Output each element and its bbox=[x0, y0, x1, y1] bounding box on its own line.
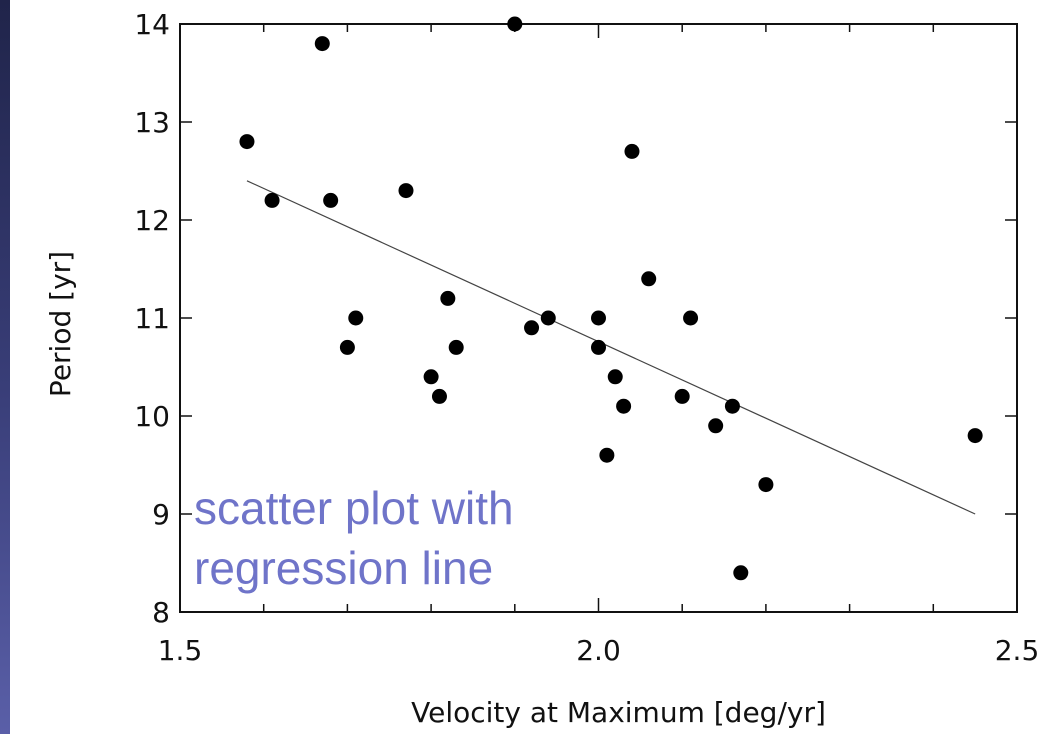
slide-left-stripe bbox=[0, 0, 10, 734]
data-point bbox=[624, 143, 640, 159]
data-point bbox=[616, 398, 632, 414]
data-point bbox=[264, 192, 280, 208]
data-point bbox=[591, 339, 606, 355]
x-tick-label: 2.5 bbox=[995, 634, 1040, 667]
data-point bbox=[323, 192, 339, 208]
data-point bbox=[733, 565, 749, 581]
y-tick-label: 11 bbox=[134, 302, 170, 335]
y-tick-label: 14 bbox=[134, 8, 170, 41]
data-point bbox=[339, 339, 355, 355]
data-point bbox=[239, 134, 255, 150]
data-point bbox=[591, 310, 606, 326]
data-point bbox=[724, 398, 740, 414]
x-tick-labels: 1.5 2.0 2.5 bbox=[158, 634, 1040, 667]
x-tick-label: 2.0 bbox=[576, 634, 621, 667]
y-tick-label: 9 bbox=[152, 498, 170, 531]
data-points bbox=[239, 16, 983, 581]
data-point bbox=[507, 16, 523, 32]
data-point bbox=[314, 36, 330, 52]
y-axis-title: Period [yr] bbox=[44, 251, 77, 397]
data-point bbox=[448, 339, 464, 355]
x-axis-title: Velocity at Maximum [deg/yr] bbox=[411, 696, 826, 729]
y-tick-label: 10 bbox=[134, 400, 170, 433]
regression-line bbox=[246, 180, 976, 515]
data-point bbox=[540, 310, 556, 326]
plot-frame bbox=[179, 23, 1018, 613]
data-point bbox=[348, 310, 364, 326]
y-tick-label: 8 bbox=[152, 596, 170, 629]
data-point bbox=[708, 418, 724, 434]
data-point bbox=[599, 447, 615, 463]
y-tick-labels: 8 9 10 11 12 13 14 bbox=[134, 8, 170, 629]
data-point bbox=[967, 428, 983, 444]
chart-panel: 1.5 2.0 2.5 8 9 10 11 12 13 14 Velocity at Maxim… bbox=[10, 0, 1043, 734]
data-point bbox=[607, 369, 623, 385]
data-point bbox=[674, 388, 690, 404]
y-tick-label: 12 bbox=[134, 204, 170, 237]
y-tick-label: 13 bbox=[134, 106, 170, 139]
annotation-line-1: scatter plot with bbox=[194, 482, 514, 534]
data-point bbox=[398, 183, 414, 199]
data-point bbox=[758, 477, 774, 493]
data-point bbox=[683, 310, 699, 326]
data-point bbox=[431, 388, 447, 404]
data-point bbox=[524, 320, 540, 336]
x-tick-label: 1.5 bbox=[158, 634, 203, 667]
data-point bbox=[440, 290, 456, 306]
scatter-chart: 1.5 2.0 2.5 8 9 10 11 12 13 14 Velocity at Maxim… bbox=[44, 8, 1040, 729]
data-point bbox=[641, 271, 657, 287]
annotation-line-2: regression line bbox=[194, 542, 493, 594]
data-point bbox=[423, 369, 439, 385]
